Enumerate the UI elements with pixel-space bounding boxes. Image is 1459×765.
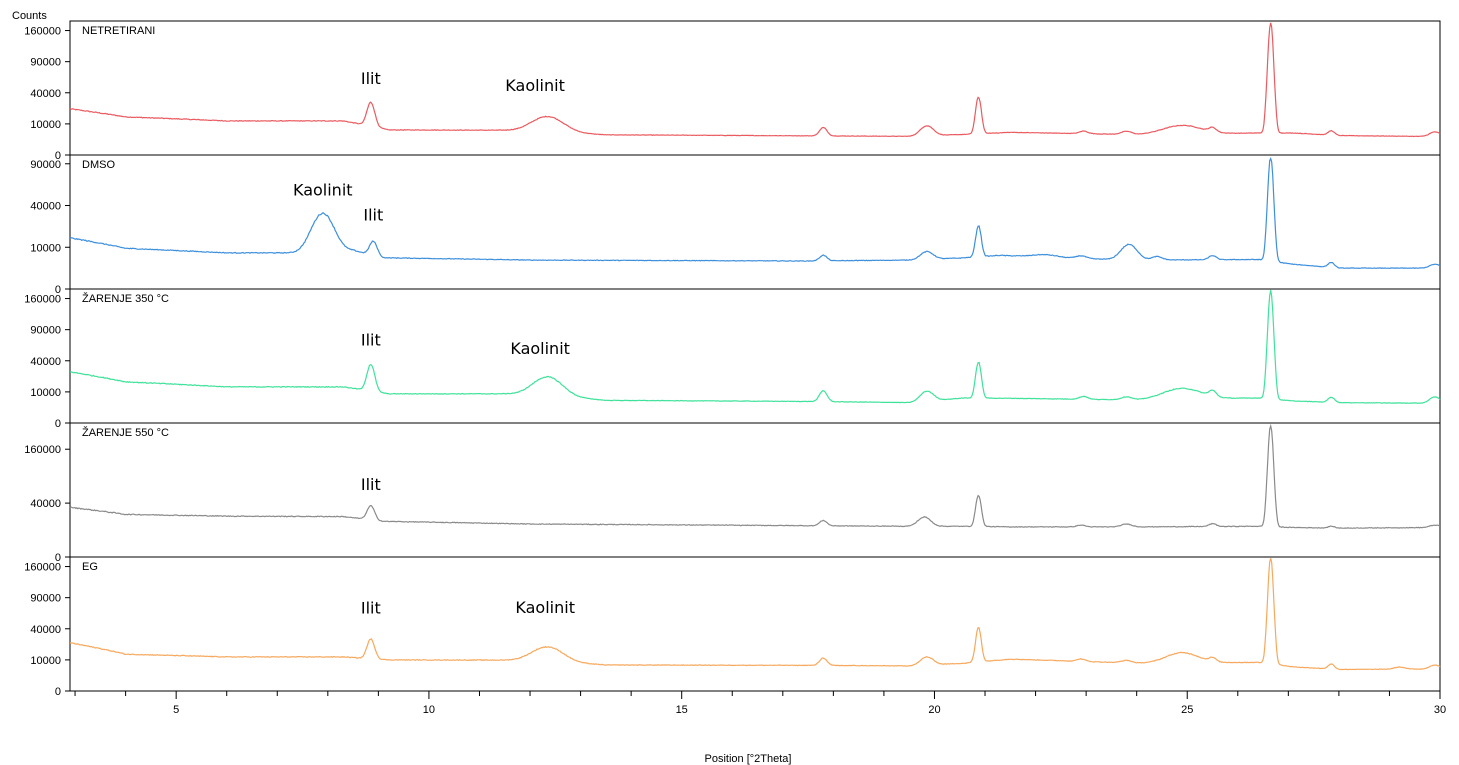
series-line [69,22,1441,138]
y-tick-label: 10000 [30,242,61,254]
y-tick-label: 10000 [30,119,61,131]
series-line [69,423,1441,529]
panels: 0 10000 40000 90000 160000 NETRETIRANI Ilit Kao… [24,20,1441,698]
annotation-label: Ilit [361,599,381,618]
x-tick-label: 25 [1181,704,1193,716]
panel-frame [69,422,1441,558]
x-axis: 5 10 15 20 25 30 [74,691,1446,716]
panel-frame [69,154,1441,290]
y-tick-label: 90000 [30,159,61,171]
x-tick-label: 5 [173,704,179,716]
y-tick-label: 0 [55,150,61,162]
x-tick-label: 10 [423,704,435,716]
y-tick-label: 90000 [30,57,61,69]
y-tick-label: 10000 [30,387,61,399]
y-tick-label: 40000 [30,88,61,100]
y-tick-label: 0 [55,686,61,698]
y-tick-label: 160000 [24,294,61,306]
panel-frame [69,556,1441,692]
panel-title: NETRETIRANI [82,25,155,37]
annotation-label: Ilit [363,205,383,224]
annotation-label: Ilit [361,475,381,494]
y-tick-label: 160000 [24,26,61,38]
series-line [69,289,1441,404]
annotation-label: Ilit [361,69,381,88]
panel-5: 0 10000 40000 90000 160000 EG Ilit Kaolinit [24,556,1441,698]
x-tick-label: 30 [1434,704,1446,716]
panel-1: 0 10000 40000 90000 160000 NETRETIRANI Ilit Kao… [24,20,1441,162]
panel-title: ŽARENJE 350 °C [82,292,169,305]
annotation-label: Kaolinit [293,181,353,200]
panel-frame [69,288,1441,424]
y-tick-label: 0 [55,284,61,296]
y-tick-label: 90000 [30,325,61,337]
y-tick-label: 40000 [30,201,61,213]
y-axis-label: Counts [12,10,47,22]
y-tick-label: 40000 [30,624,61,636]
panel-title: ŽARENJE 550 °C [82,426,169,439]
panel-3: 0 10000 40000 90000 160000 ŽARENJE 350 °C Ilit… [24,288,1441,430]
panel-title: DMSO [82,159,115,171]
y-tick-label: 0 [55,552,61,564]
x-tick-label: 20 [928,704,940,716]
y-tick-label: 160000 [24,562,61,574]
panel-frame [69,20,1441,156]
panel-4: 0 40000 160000 ŽARENJE 550 °C Ilit [24,422,1441,564]
y-tick-label: 0 [55,418,61,430]
panel-title: EG [82,561,98,573]
panel-2: 0 10000 40000 90000 DMSO Kaolinit Ilit [30,154,1441,296]
annotation-label: Kaolinit [505,76,565,95]
annotation-label: Kaolinit [515,598,575,617]
y-tick-label: 10000 [30,655,61,667]
y-tick-label: 40000 [30,498,61,510]
x-tick-label: 15 [676,704,688,716]
series-line [69,157,1441,269]
x-axis-label: Position [°2Theta] [705,753,792,765]
series-line [69,558,1441,671]
annotation-label: Kaolinit [510,339,570,358]
annotation-label: Ilit [361,331,381,350]
y-tick-label: 90000 [30,593,61,605]
y-tick-label: 40000 [30,356,61,368]
y-tick-label: 160000 [24,444,61,456]
